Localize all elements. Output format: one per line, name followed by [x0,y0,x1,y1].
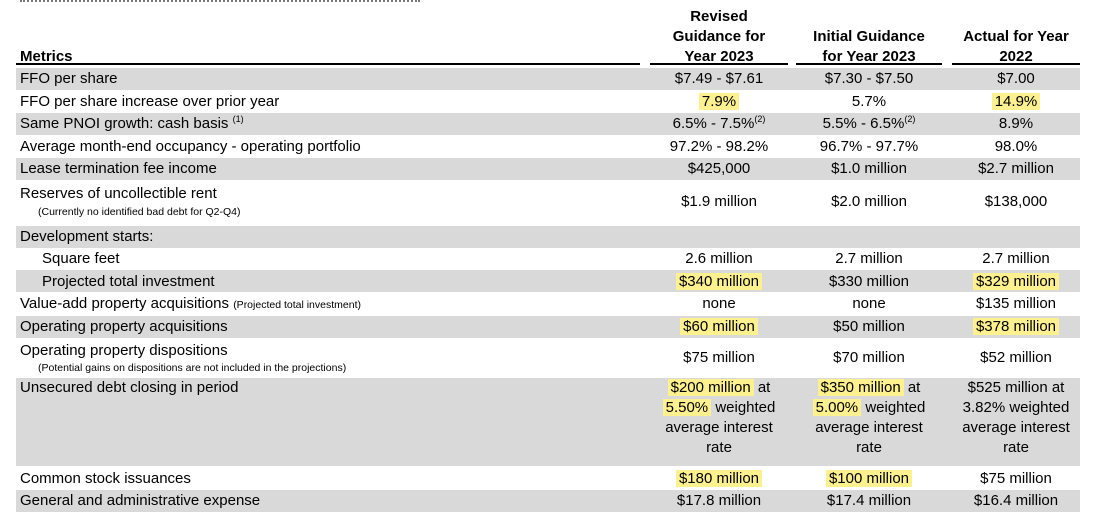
initial-value: $100 million [796,469,942,489]
revised-value: $340 million [650,272,788,292]
revised-value: $60 million [650,317,788,337]
initial-value: $7.30 - $7.50 [824,70,914,87]
row-label: Square feet [42,250,120,267]
initial-value: $350 million at 5.00% weighted average i… [796,378,942,458]
actual-value: $52 million [980,349,1052,366]
actual-value: 8.9% [998,115,1034,132]
actual-value: $2.7 million [978,160,1054,177]
row-label: Value-add property acquisitions (Project… [20,295,361,312]
header-revised: Revised Guidance for Year 2023 [672,8,766,65]
header-rule [16,63,640,65]
actual-value: 2.7 million [982,250,1050,267]
row-label: Development starts: [20,228,154,245]
actual-value: $378 million [952,317,1080,337]
row-label: Operating property acquisitions [20,318,228,335]
initial-value: $70 million [833,349,905,366]
initial-value: $50 million [833,318,905,335]
actual-value: 98.0% [994,138,1038,155]
header-rule [952,63,1080,65]
row-label: FFO per share increase over prior year [20,93,280,110]
row-label: FFO per share [20,70,118,87]
initial-value: $2.0 million [831,193,907,210]
revised-value: $75 million [683,349,755,366]
actual-value: $75 million [980,470,1052,487]
initial-value: 2.7 million [835,250,903,267]
initial-value: $1.0 million [831,160,907,177]
row-band [16,490,1080,512]
header-metrics: Metrics [20,48,73,65]
initial-value: $330 million [828,273,910,290]
header-rule [650,63,788,65]
actual-value: $525 million at 3.82% weighted average i… [962,379,1070,456]
row-band [16,316,1080,338]
row-band [16,226,1080,248]
actual-value: $7.00 [997,70,1035,87]
revised-value: none [702,295,736,312]
row-label: Projected total investment [42,273,215,290]
row-note: (Currently no identified bad debt for Q2… [38,206,241,218]
row-band [16,270,1080,292]
row-band [16,113,1080,135]
row-label: Same PNOI growth: cash basis (1) [20,114,244,133]
revised-value: $425,000 [687,160,751,177]
row-label: Lease termination fee income [20,160,217,177]
revised-value: 6.5% - 7.5%(2) [672,114,766,133]
actual-value: $329 million [952,272,1080,292]
row-label: Common stock issuances [20,470,191,487]
actual-value: $138,000 [984,193,1048,210]
header-initial: Initial Guidance for Year 2023 [813,28,925,65]
actual-value: 14.9% [952,92,1080,112]
revised-value: 97.2% - 98.2% [669,138,769,155]
revised-value: $7.49 - $7.61 [674,70,764,87]
revised-value: $180 million [650,469,788,489]
revised-value: $200 million at 5.50% weighted average i… [650,378,788,458]
initial-value: 96.7% - 97.7% [819,138,919,155]
header-rule [796,63,942,65]
initial-value: 5.5% - 6.5%(2) [822,114,916,133]
row-label: Unsecured debt closing in period [20,379,239,396]
revised-value: $17.8 million [676,492,762,509]
revised-value: 2.6 million [685,250,753,267]
actual-value: $16.4 million [973,492,1059,509]
row-label: Operating property dispositions [20,342,228,359]
row-label: General and administrative expense [20,492,261,509]
row-band [16,68,1080,90]
row-label: Average month-end occupancy - operating … [20,138,361,155]
initial-value: $17.4 million [826,492,912,509]
row-band [16,158,1080,180]
initial-value: 5.7% [851,93,887,110]
clipped-heading-fragment [20,0,440,4]
header-actual: Actual for Year 2022 [963,28,1069,65]
row-label: Reserves of uncollectible rent [20,185,217,202]
actual-value: $135 million [975,295,1057,312]
revised-value: 7.9% [650,92,788,112]
revised-value: $1.9 million [681,193,757,210]
initial-value: none [852,295,886,312]
row-note: (Potential gains on dispositions are not… [38,362,347,374]
